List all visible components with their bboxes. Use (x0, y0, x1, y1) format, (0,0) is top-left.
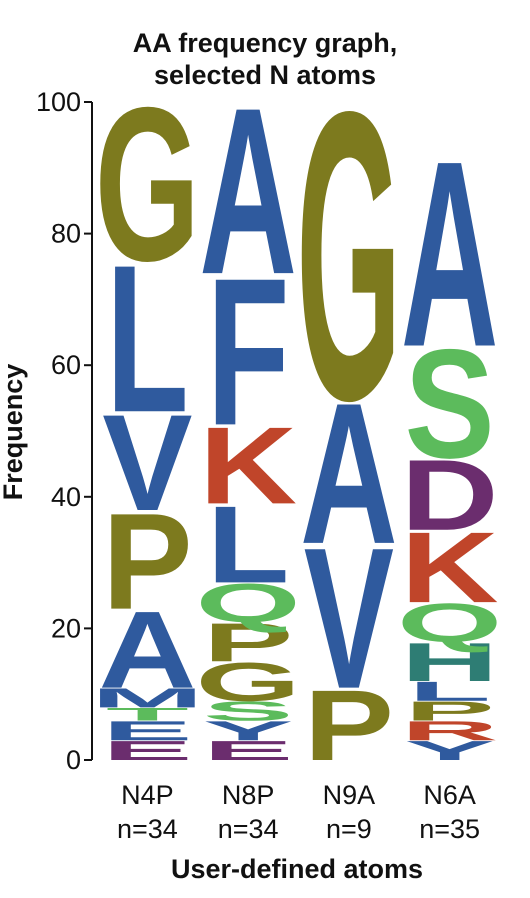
axes: 0 20 40 60 80 100 N4P n=34 N8P n=34 N9A n=9 N6A n=35 (36, 87, 480, 844)
x-tick-label: N9A (323, 780, 376, 810)
x-tick-label: N8P (222, 780, 275, 810)
letter-s: S (203, 696, 293, 727)
y-tick-label: 40 (51, 482, 81, 512)
letter-l: L (207, 484, 290, 607)
letter-e: E (203, 735, 293, 766)
letter-g: G (95, 61, 200, 307)
x-count-label: n=34 (117, 814, 178, 844)
letter-m: M (91, 683, 204, 714)
letter-p: P (404, 696, 494, 727)
letter-g: G (296, 26, 401, 485)
letter-d: D (401, 439, 499, 551)
letter-e: E (102, 716, 192, 747)
y-tick-label: 0 (66, 745, 81, 775)
letter-p: P (102, 485, 192, 638)
letter-y: Y (404, 735, 494, 766)
letter-v: V (304, 507, 394, 731)
letter-f: F (207, 235, 290, 469)
letter-a: A (199, 58, 297, 323)
letter-l: L (106, 222, 189, 456)
letter-k: K (401, 512, 499, 624)
letter-r: R (401, 716, 499, 747)
x-count-label: n=35 (419, 814, 480, 844)
y-tick-label: 100 (36, 87, 81, 117)
letter-p: P (203, 612, 293, 673)
chart-subtitle: selected N atoms (153, 60, 377, 90)
x-tick-label: N4P (121, 780, 174, 810)
y-tick-label: 60 (51, 350, 81, 380)
letter-g: G (195, 651, 300, 712)
letter-v: V (102, 386, 192, 539)
letter-y: Y (203, 716, 293, 747)
letter-h: H (401, 632, 499, 693)
y-axis-label: Frequency (0, 364, 28, 501)
x-count-label: n=34 (218, 814, 279, 844)
x-axis-label: User-defined atoms (171, 854, 423, 884)
letter-l: L (408, 676, 491, 707)
letter-a: A (300, 362, 398, 586)
letter-p: P (304, 670, 394, 782)
x-count-label: n=9 (326, 814, 372, 844)
letter-a: A (99, 589, 197, 712)
chart-title: AA frequency graph, (132, 28, 398, 58)
y-tick-label: 20 (51, 613, 81, 643)
letter-q: Q (195, 572, 300, 633)
x-tick-label: N6A (423, 780, 476, 810)
y-tick-label: 80 (51, 219, 81, 249)
letter-q: Q (397, 592, 502, 653)
letter-e: E (102, 735, 192, 766)
letter-k: K (199, 405, 297, 528)
letter-s: S (404, 317, 494, 491)
letter-t: T (106, 704, 189, 724)
letter-a: A (401, 106, 499, 402)
